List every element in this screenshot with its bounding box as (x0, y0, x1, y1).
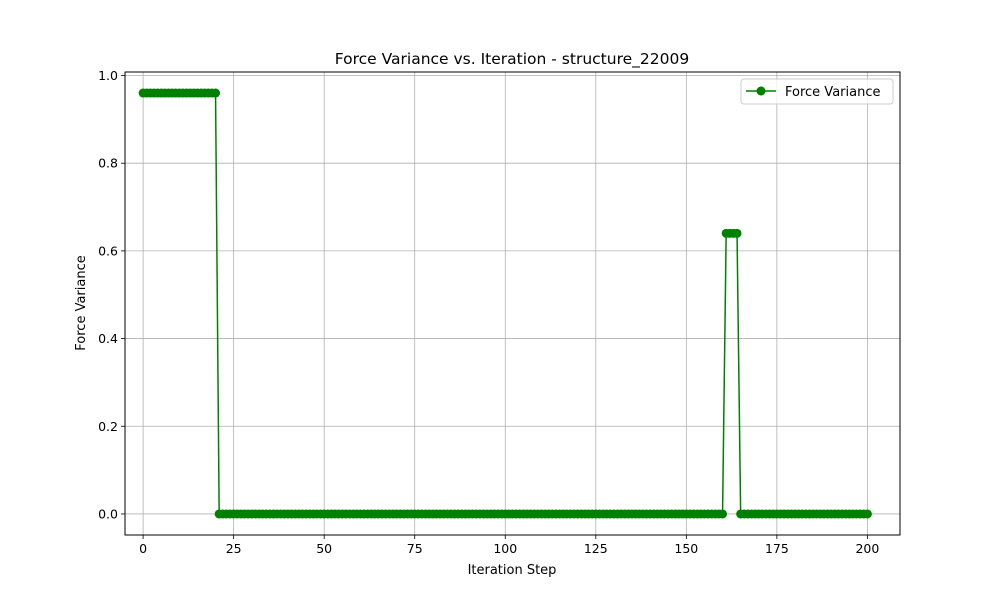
y-tick-label: 0.6 (98, 243, 118, 258)
y-axis-title: Force Variance (74, 255, 89, 350)
y-tick-label: 0.0 (98, 506, 118, 521)
y-tick-label: 0.2 (98, 419, 118, 434)
plot-area (124, 71, 901, 536)
y-tick-label: 1.0 (98, 68, 118, 83)
legend: Force Variance (740, 78, 894, 105)
y-tick-label: 0.4 (98, 331, 118, 346)
x-tick-label: 175 (765, 541, 789, 556)
x-tick-label: 0 (139, 541, 147, 556)
y-tick-label: 0.8 (98, 156, 118, 171)
x-axis-title: Iteration Step (468, 563, 557, 578)
axes: 0 25 50 75 100 125 150 175 200 0.0 0.2 0.4 0.6 0.8 1.0 (98, 68, 879, 556)
x-tick-label: 125 (584, 541, 608, 556)
data-point (862, 509, 872, 519)
chart-title: Force Variance vs. Iteration - structure… (335, 50, 689, 69)
data-point (718, 509, 728, 519)
x-tick-label: 150 (674, 541, 698, 556)
grid (125, 72, 900, 535)
x-tick-label: 75 (407, 541, 423, 556)
data-point (211, 88, 221, 98)
x-tick-label: 100 (493, 541, 517, 556)
legend-marker (756, 86, 766, 96)
x-tick-label: 25 (226, 541, 242, 556)
legend-box (740, 78, 894, 105)
x-tick-label: 200 (855, 541, 879, 556)
x-tick-label: 50 (316, 541, 332, 556)
series-force-variance (138, 88, 872, 519)
data-point (732, 228, 742, 238)
legend-label: Force Variance (785, 85, 880, 100)
